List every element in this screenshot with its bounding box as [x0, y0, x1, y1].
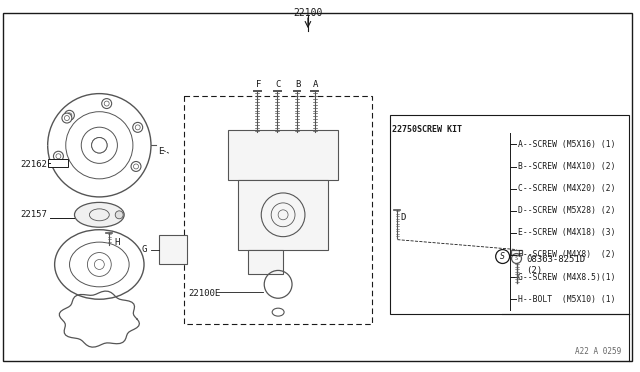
Text: G: G — [141, 245, 147, 254]
Text: 22100: 22100 — [293, 8, 323, 18]
Text: D: D — [400, 213, 406, 222]
Text: F--SCREW (M4X8)  (2): F--SCREW (M4X8) (2) — [518, 250, 615, 259]
Text: F: F — [255, 80, 261, 89]
Text: E: E — [158, 147, 163, 156]
Bar — [184, 96, 372, 324]
Bar — [390, 115, 628, 314]
Bar — [248, 250, 283, 275]
Bar — [238, 180, 328, 250]
Text: H--BOLT  (M5X10) (1): H--BOLT (M5X10) (1) — [518, 295, 615, 304]
Ellipse shape — [115, 211, 123, 219]
Text: 22750SCREW KIT: 22750SCREW KIT — [392, 125, 462, 134]
Circle shape — [62, 113, 72, 123]
Text: 08363-8251D: 08363-8251D — [527, 254, 586, 263]
Text: 22162: 22162 — [20, 160, 47, 169]
Text: S: S — [500, 252, 505, 261]
Text: C: C — [275, 80, 281, 89]
Circle shape — [65, 110, 74, 120]
Text: (2): (2) — [527, 266, 543, 275]
Ellipse shape — [74, 202, 124, 227]
Circle shape — [102, 99, 111, 109]
Text: B: B — [295, 80, 301, 89]
Text: S: S — [515, 256, 518, 261]
Circle shape — [131, 161, 141, 171]
Circle shape — [132, 122, 143, 132]
Text: B--SCREW (M4X10) (2): B--SCREW (M4X10) (2) — [518, 162, 615, 171]
Text: A: A — [313, 80, 319, 89]
Text: 22157: 22157 — [20, 210, 47, 219]
Bar — [228, 130, 338, 180]
Bar — [511, 250, 522, 254]
Text: A--SCREW (M5X16) (1): A--SCREW (M5X16) (1) — [518, 140, 615, 149]
Bar — [159, 235, 187, 264]
Circle shape — [54, 151, 63, 161]
Text: A22 A 0259: A22 A 0259 — [575, 347, 621, 356]
Circle shape — [92, 138, 107, 153]
Text: 22100E: 22100E — [189, 289, 221, 298]
Text: D--SCREW (M5X28) (2): D--SCREW (M5X28) (2) — [518, 206, 615, 215]
Text: C--SCREW (M4X20) (2): C--SCREW (M4X20) (2) — [518, 184, 615, 193]
Text: E--SCREW (M4X18) (3): E--SCREW (M4X18) (3) — [518, 228, 615, 237]
Text: H: H — [114, 238, 120, 247]
Text: G--SCREW (M4X8.5)(1): G--SCREW (M4X8.5)(1) — [518, 273, 615, 282]
Bar — [47, 159, 68, 167]
